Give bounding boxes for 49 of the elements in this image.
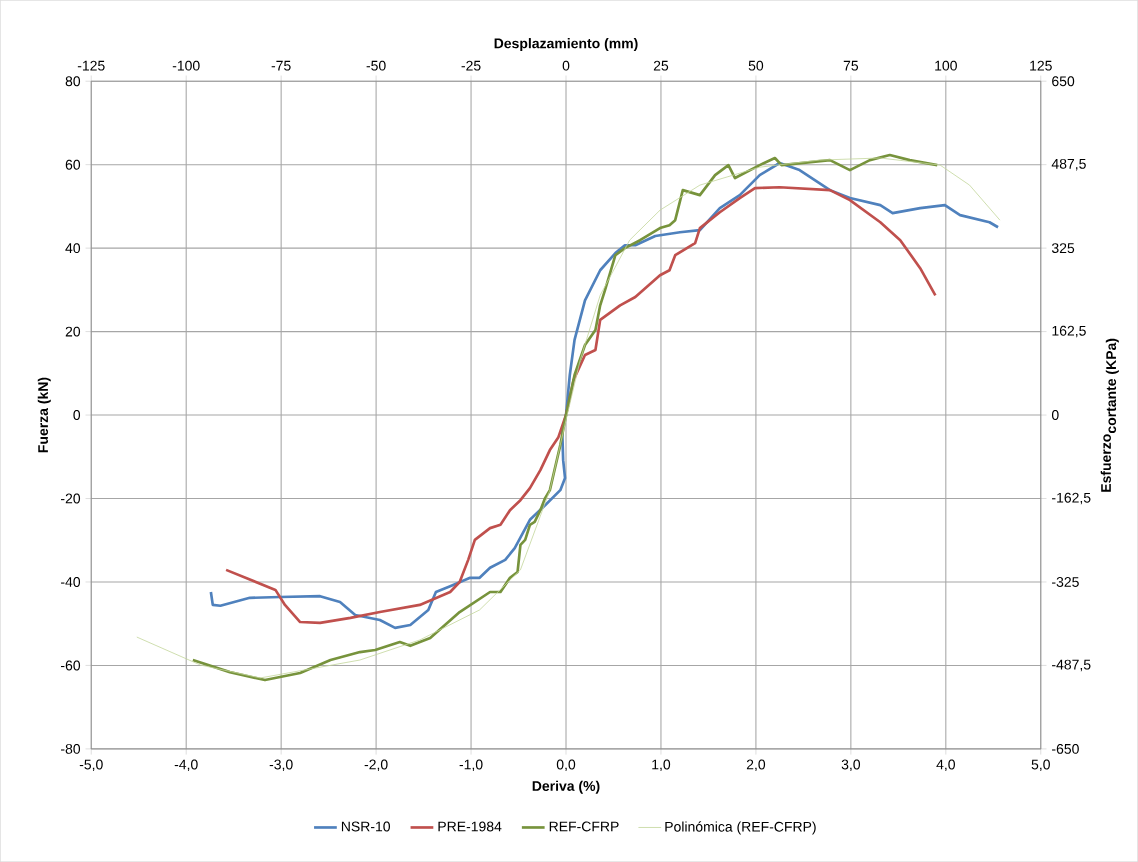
- x2-tick-label: 0: [562, 60, 570, 71]
- x-tick-label: 3,0: [841, 759, 861, 772]
- x-tick-label: 4,0: [936, 759, 955, 772]
- x-tick-label: 5,0: [1031, 759, 1050, 772]
- x-tick-label: -5,0: [79, 759, 103, 772]
- x2-tick-label: -50: [366, 60, 386, 71]
- x2-tick-label: -125: [77, 60, 105, 71]
- y-tick-label: -60: [61, 660, 81, 671]
- x2-tick-label: -100: [172, 60, 200, 71]
- x2-tick-label: -75: [271, 60, 291, 71]
- y2-axis-title: $\textbf{Esfuerzo}_{\textbf{cortante (KPa)}}$: [1100, 338, 1119, 492]
- y2-tick-label: 650: [1052, 76, 1075, 87]
- x2-axis-title: Desplazamiento (mm): [494, 38, 638, 52]
- y-tick-label: 80: [65, 76, 81, 87]
- y-tick-label: 20: [65, 326, 81, 337]
- x-tick-label: 1,0: [652, 759, 671, 772]
- y2-tick-label: -487,5: [1052, 659, 1091, 672]
- legend-label: Polinómica (REF-CFRP): [665, 821, 816, 835]
- y-axis-title: Fuerza (kN): [37, 377, 51, 453]
- legend-label: PRE-1984: [438, 821, 502, 832]
- x-tick-label: -1,0: [459, 759, 483, 772]
- y2-tick-label: 162,5: [1052, 325, 1086, 338]
- line-series: [224, 185, 937, 625]
- legend-label: REF-CFRP: [549, 821, 619, 832]
- y2-tick-label: 0: [1051, 410, 1059, 420]
- x-tick-label: -3,0: [269, 759, 293, 772]
- x2-tick-label: 125: [1030, 60, 1052, 71]
- y2-tick-label: -650: [1052, 743, 1079, 754]
- y-tick-label: -40: [61, 576, 81, 587]
- x-tick-label: 0,0: [556, 759, 576, 772]
- y2-tick-label: -162,5: [1052, 492, 1091, 505]
- y2-tick-label: 487,5: [1051, 158, 1086, 171]
- y-tick-label: 40: [65, 243, 81, 254]
- x2-tick-label: 75: [843, 60, 859, 71]
- y-tick-label: 0: [73, 410, 81, 420]
- y-tick-label: -80: [61, 743, 81, 754]
- y2-tick-label: 325: [1051, 243, 1075, 254]
- x-tick-label: -4,0: [174, 759, 198, 772]
- y2-tick-label: -325: [1052, 576, 1079, 587]
- x2-tick-label: 25: [653, 60, 669, 71]
- x2-tick-label: 50: [748, 60, 764, 71]
- y-tick-label: 60: [65, 159, 81, 170]
- x-axis-title: Deriva (%): [532, 780, 600, 794]
- x2-tick-label: -25: [461, 60, 481, 71]
- y-tick-label: -20: [61, 493, 81, 504]
- x2-tick-label: 100: [935, 60, 957, 71]
- legend-label: NSR-10: [341, 821, 391, 832]
- x-tick-label: 2,0: [746, 759, 766, 772]
- x-tick-label: -2,0: [364, 759, 388, 772]
